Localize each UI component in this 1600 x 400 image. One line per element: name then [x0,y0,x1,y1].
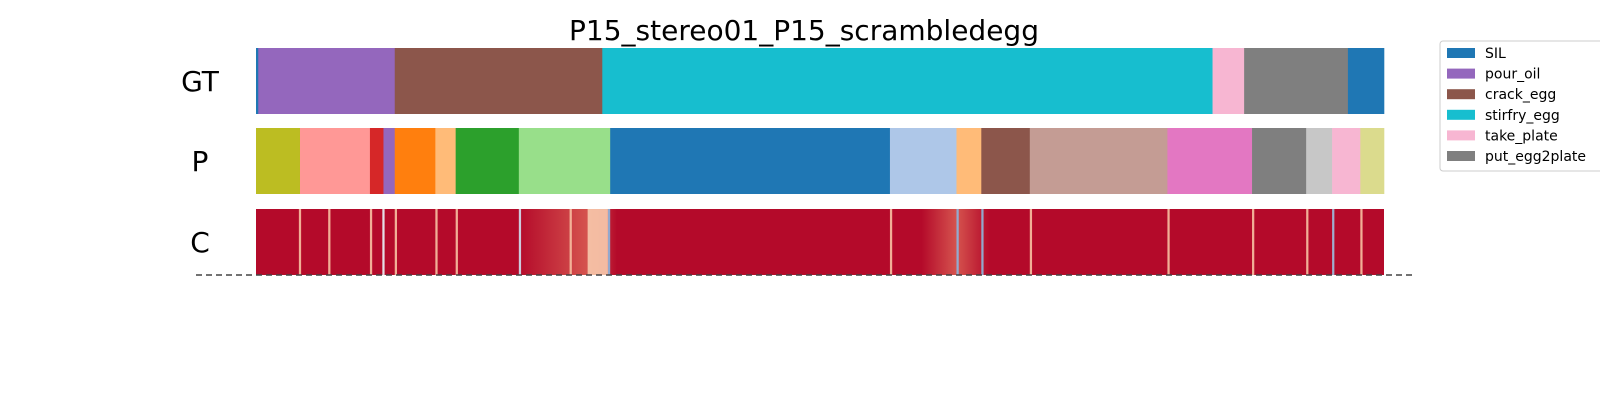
confidence-stripe-7 [518,209,522,275]
row-gt: GT [181,48,1385,114]
row-p: P [192,128,1385,194]
confidence-stripe-14 [1029,209,1033,275]
confidence-stripe-15 [1167,209,1170,275]
legend-label-1: pour_oil [1485,67,1540,83]
confidence-stripe-16 [1252,209,1255,275]
legend-swatch-0 [1447,48,1475,58]
segment-p-5 [435,128,456,194]
row-label-gt: GT [181,65,220,98]
confidence-stripe-3 [382,209,385,275]
segment-p-11 [981,128,1031,194]
row-label-c: C [190,226,210,259]
confidence-stripe-11 [889,209,893,275]
segment-gt-6 [1347,48,1385,114]
segment-p-2 [369,128,384,194]
legend-label-0: SIL [1485,46,1506,62]
segment-p-7 [518,128,611,194]
segment-gt-2 [394,48,603,114]
segment-p-14 [1252,128,1307,194]
legend-swatch-5 [1447,151,1475,161]
segment-gt-3 [602,48,1213,114]
segment-p-3 [383,128,396,194]
confidence-base [256,209,1384,275]
legend-swatch-2 [1447,89,1475,100]
segment-gt-0 [256,48,259,114]
segment-p-12 [1029,128,1168,194]
segment-p-17 [1360,128,1385,194]
segment-p-6 [455,128,520,194]
legend: SIL pour_oil crack_egg stirfry_egg take_plat… [1439,40,1600,172]
confidence-stripe-8 [569,209,572,275]
legend-label-4: take_plate [1485,128,1558,144]
confidence-stripe-19 [1360,209,1363,275]
legend-label-5: put_egg2plate [1485,149,1586,165]
confidence-stripe-4 [394,209,397,275]
segment-p-13 [1167,128,1253,194]
row-label-p: P [192,145,209,178]
segment-p-1 [299,128,371,194]
segment-gt-4 [1212,48,1245,114]
segment-p-0 [256,128,301,194]
segment-gt-5 [1244,48,1349,114]
segment-gt-1 [258,48,396,114]
segment-p-10 [956,128,982,194]
legend-frame [1439,40,1600,172]
confidence-stripe-17 [1306,209,1309,275]
legend-swatch-4 [1447,130,1475,141]
confidence-fade-1 [921,209,990,275]
confidence-stripe-10 [607,209,611,275]
confidence-stripe-6 [455,209,458,275]
legend-label-2: crack_egg [1485,87,1556,103]
legend-label-3: stirfry_egg [1485,108,1560,124]
confidence-stripe-5 [435,209,438,275]
segmentation-rows: GT P C [181,48,1385,275]
chart-title: P15_stereo01_P15_scrambledegg [569,14,1039,47]
segment-p-16 [1332,128,1361,194]
row-c: C [190,209,1384,275]
segment-p-4 [394,128,436,194]
confidence-stripe-0 [298,209,302,275]
legend-swatch-3 [1447,109,1475,120]
segment-p-9 [889,128,957,194]
confidence-stripe-1 [328,209,331,275]
confidence-stripe-13 [981,209,984,275]
confidence-stripe-18 [1332,209,1335,275]
confidence-stripe-12 [956,209,959,275]
segment-p-15 [1306,128,1333,194]
confidence-stripe-2 [369,209,373,275]
confidence-stripe-9 [587,209,608,275]
legend-swatch-1 [1447,68,1475,79]
segment-p-8 [610,128,891,194]
